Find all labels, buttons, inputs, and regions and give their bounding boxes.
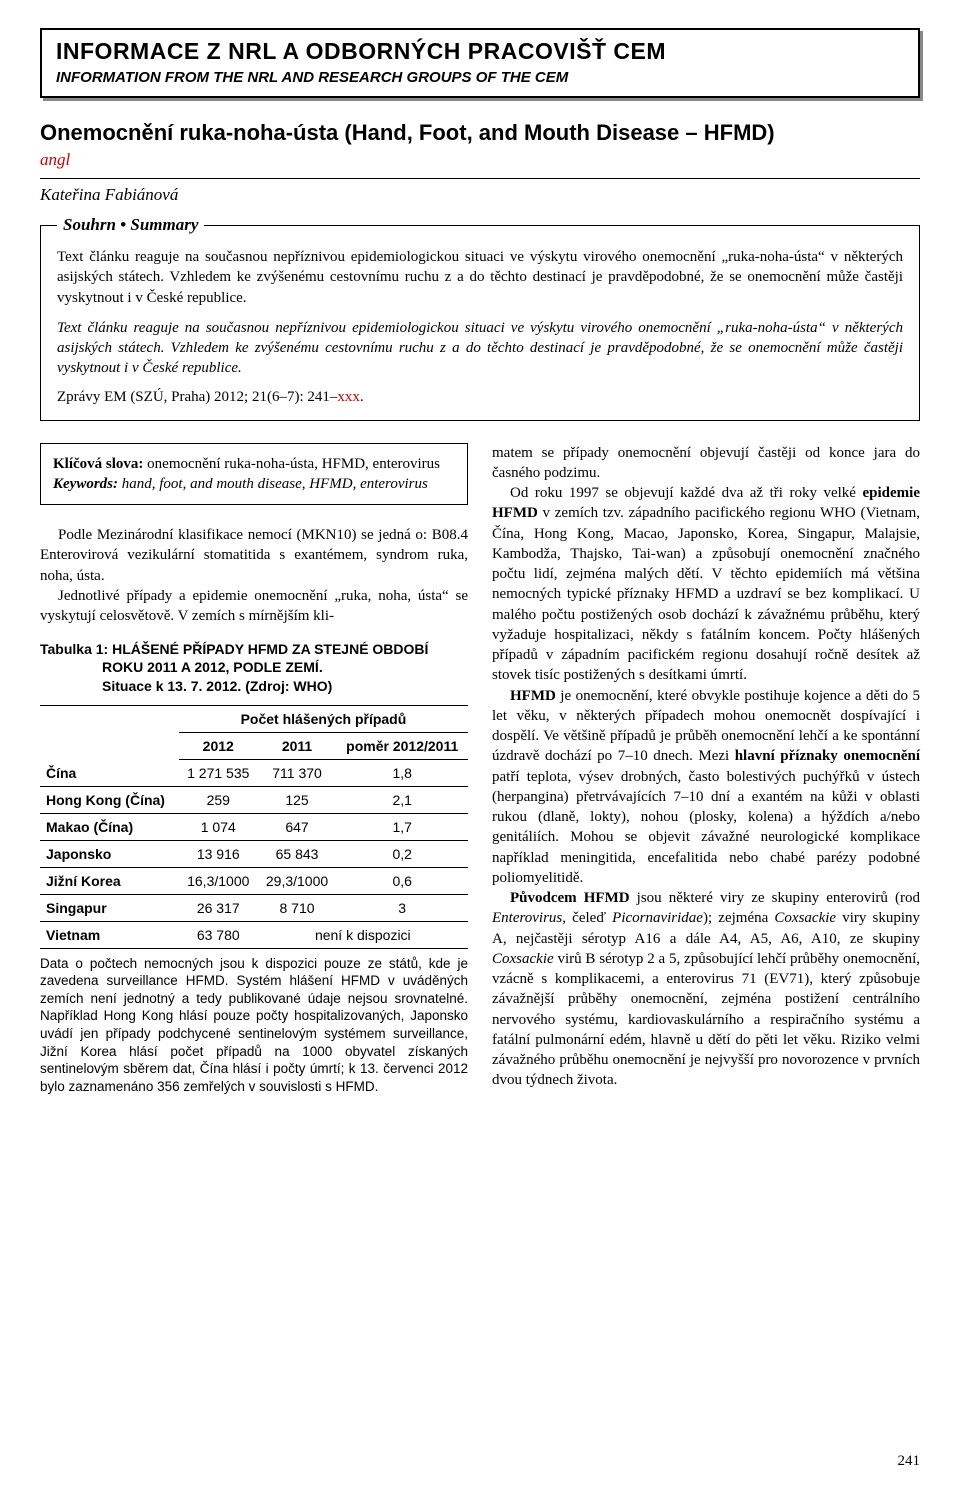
- td-2012: 63 780: [179, 921, 258, 948]
- summary-en: Text článku reaguje na současnou nepřízn…: [57, 318, 903, 379]
- table-body: Čína1 271 535711 3701,8 Hong Kong (Čína)…: [40, 759, 468, 948]
- keywords-en-text: hand, foot, and mouth disease, HFMD, ent…: [118, 476, 428, 492]
- summary-citation: Zprávy EM (SZÚ, Praha) 2012; 21(6–7): 24…: [57, 389, 903, 406]
- rp1a: Od roku 1997 se objevují každé dva až tř…: [510, 485, 863, 501]
- td-country: Makao (Čína): [40, 813, 179, 840]
- table-caption-l2: ROKU 2011 A 2012, PODLE ZEMÍ.: [40, 658, 468, 676]
- td-country: Jižní Korea: [40, 867, 179, 894]
- td-2011: 65 843: [258, 840, 337, 867]
- rp3i: Coxsackie: [492, 951, 554, 967]
- keywords-cz: Klíčová slova: onemocnění ruka-noha-ústa…: [53, 454, 455, 474]
- keywords-en-label: Keywords:: [53, 476, 118, 492]
- table-caption-l3: Situace k 13. 7. 2012. (Zdroj: WHO): [40, 677, 468, 695]
- rp3j: virů B sérotyp 2 a 5, způsobující lehčí …: [492, 951, 920, 1089]
- td-2012: 26 317: [179, 894, 258, 921]
- summary-legend: Souhrn • Summary: [57, 215, 204, 235]
- td-2012: 259: [179, 786, 258, 813]
- rp3g: Coxsackie: [774, 910, 836, 926]
- summary-box: Souhrn • Summary Text článku reaguje na …: [40, 215, 920, 421]
- table-row: Japonsko13 91665 8430,2: [40, 840, 468, 867]
- header-box: INFORMACE Z NRL A ODBORNÝCH PRACOVIŠŤ CE…: [40, 28, 920, 98]
- td-country: Singapur: [40, 894, 179, 921]
- table-note: Data o počtech nemocných jsou k dispozic…: [40, 955, 468, 1095]
- rp2d: patří teplota, výsev drobných, často bol…: [492, 769, 920, 886]
- table-row: Vietnam63 780není k dispozici: [40, 921, 468, 948]
- author-rule: [40, 178, 920, 179]
- summary-cz: Text článku reaguje na současnou nepřízn…: [57, 247, 903, 308]
- rp3b: jsou některé viry ze skupiny enterovirů …: [630, 890, 920, 906]
- rp3d: , čeleď: [562, 910, 612, 926]
- td-ratio: 1,8: [336, 759, 468, 786]
- th-cases: Počet hlášených případů: [179, 705, 468, 732]
- td-2012: 1 074: [179, 813, 258, 840]
- td-ratio: 2,1: [336, 786, 468, 813]
- table-row: Makao (Čína)1 0746471,7: [40, 813, 468, 840]
- keywords-en: Keywords: hand, foot, and mouth disease,…: [53, 474, 455, 494]
- td-ratio: 0,6: [336, 867, 468, 894]
- td-2011: 125: [258, 786, 337, 813]
- left-para-2: Jednotlivé případy a epidemie onemocnění…: [40, 586, 468, 627]
- table-caption: Tabulka 1: HLÁŠENÉ PŘÍPADY HFMD ZA STEJN…: [40, 640, 468, 695]
- citation-prefix: Zprávy EM (SZÚ, Praha) 2012; 21(6–7): 24…: [57, 389, 337, 405]
- td-country: Čína: [40, 759, 179, 786]
- td-country: Vietnam: [40, 921, 179, 948]
- td-2012: 16,3/1000: [179, 867, 258, 894]
- td-ratio: 0,2: [336, 840, 468, 867]
- author-name: Kateřina Fabiánová: [40, 185, 920, 205]
- td-2012: 1 271 535: [179, 759, 258, 786]
- rp2c: hlavní příznaky onemocnění: [735, 748, 920, 764]
- left-para-1: Podle Mezinárodní klasifikace nemocí (MK…: [40, 525, 468, 586]
- rp3a: Původcem HFMD: [510, 890, 630, 906]
- hfmd-table: Počet hlášených případů 2012 2011 poměr …: [40, 705, 468, 949]
- td-country: Japonsko: [40, 840, 179, 867]
- article-title: Onemocnění ruka-noha-ústa (Hand, Foot, a…: [40, 120, 920, 146]
- page-number: 241: [898, 1453, 921, 1470]
- right-para-0: matem se případy onemocnění objevují čas…: [492, 443, 920, 484]
- right-para-2: HFMD je onemocnění, které obvykle postih…: [492, 686, 920, 889]
- rp1c: v zemích tzv. západního pacifického regi…: [492, 505, 920, 683]
- table-row: Jižní Korea16,3/100029,3/10000,6: [40, 867, 468, 894]
- td-2011: 8 710: [258, 894, 337, 921]
- td-2011: 647: [258, 813, 337, 840]
- keywords-box: Klíčová slova: onemocnění ruka-noha-ústa…: [40, 443, 468, 506]
- table-row: Hong Kong (Čína)2591252,1: [40, 786, 468, 813]
- table-caption-l1: Tabulka 1: HLÁŠENÉ PŘÍPADY HFMD ZA STEJN…: [40, 641, 428, 657]
- th-blank: [40, 705, 179, 759]
- td-2011: není k dispozici: [258, 921, 468, 948]
- citation-xxx: xxx: [337, 389, 360, 405]
- td-2011: 711 370: [258, 759, 337, 786]
- td-2011: 29,3/1000: [258, 867, 337, 894]
- right-para-1: Od roku 1997 se objevují každé dva až tř…: [492, 483, 920, 686]
- keywords-cz-label: Klíčová slova:: [53, 456, 143, 472]
- angl-label: angl: [40, 150, 920, 170]
- th-ratio: poměr 2012/2011: [336, 732, 468, 759]
- td-2012: 13 916: [179, 840, 258, 867]
- right-column: matem se případy onemocnění objevují čas…: [492, 443, 920, 1096]
- rp3e: Picornaviridae: [612, 910, 703, 926]
- td-ratio: 3: [336, 894, 468, 921]
- two-column-layout: Klíčová slova: onemocnění ruka-noha-ústa…: [40, 443, 920, 1096]
- td-ratio: 1,7: [336, 813, 468, 840]
- left-column: Klíčová slova: onemocnění ruka-noha-ústa…: [40, 443, 468, 1096]
- keywords-cz-text: onemocnění ruka-noha-ústa, HFMD, enterov…: [143, 456, 440, 472]
- rp3c: Enterovirus: [492, 910, 562, 926]
- td-country: Hong Kong (Čína): [40, 786, 179, 813]
- table-row: Singapur26 3178 7103: [40, 894, 468, 921]
- rp2a: HFMD: [510, 688, 556, 704]
- citation-suffix: .: [360, 389, 364, 405]
- rp3f: ); zejména: [703, 910, 774, 926]
- th-2011: 2011: [258, 732, 337, 759]
- right-para-3: Původcem HFMD jsou některé viry ze skupi…: [492, 888, 920, 1091]
- header-subtitle: INFORMATION FROM THE NRL AND RESEARCH GR…: [56, 69, 904, 86]
- table-row: Čína1 271 535711 3701,8: [40, 759, 468, 786]
- th-2012: 2012: [179, 732, 258, 759]
- header-title: INFORMACE Z NRL A ODBORNÝCH PRACOVIŠŤ CE…: [56, 38, 904, 65]
